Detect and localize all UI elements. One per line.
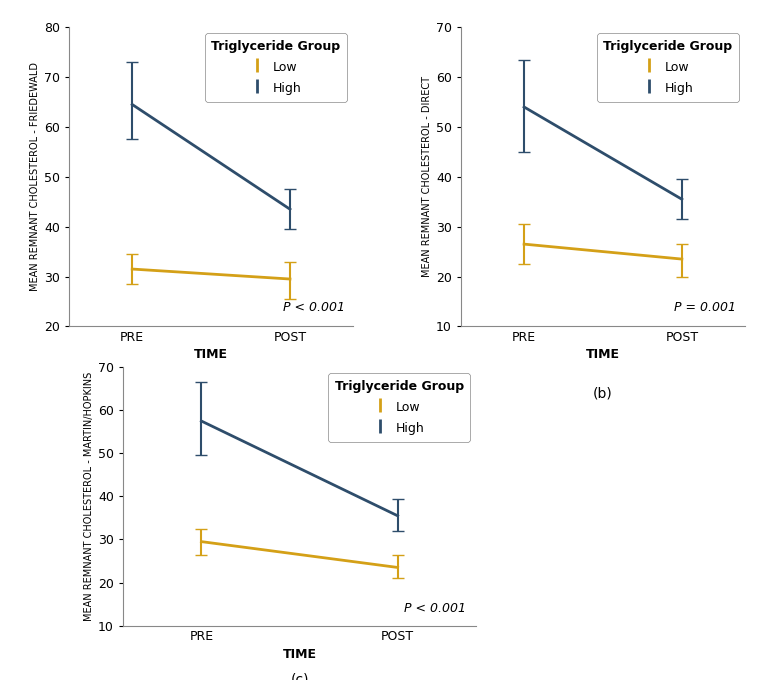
Text: (a): (a)	[201, 386, 221, 401]
X-axis label: TIME: TIME	[586, 348, 620, 362]
Text: P < 0.001: P < 0.001	[283, 301, 345, 314]
Legend: Low, High: Low, High	[597, 33, 739, 102]
X-axis label: TIME: TIME	[283, 647, 316, 661]
Text: (b): (b)	[593, 386, 613, 401]
Y-axis label: MEAN REMNANT CHOLESTEROL - FRIEDEWALD: MEAN REMNANT CHOLESTEROL - FRIEDEWALD	[30, 63, 40, 291]
Legend: Low, High: Low, High	[328, 373, 470, 442]
Text: P = 0.001: P = 0.001	[674, 301, 737, 314]
Y-axis label: MEAN REMNANT CHOLESTEROL - MARTIN/HOPKINS: MEAN REMNANT CHOLESTEROL - MARTIN/HOPKIN…	[84, 372, 94, 621]
Text: (c): (c)	[290, 672, 309, 680]
Text: P < 0.001: P < 0.001	[403, 602, 465, 615]
Y-axis label: MEAN REMNANT CHOLESTEROL - DIRECT: MEAN REMNANT CHOLESTEROL - DIRECT	[422, 76, 432, 277]
Legend: Low, High: Low, High	[205, 33, 347, 102]
X-axis label: TIME: TIME	[194, 348, 228, 362]
